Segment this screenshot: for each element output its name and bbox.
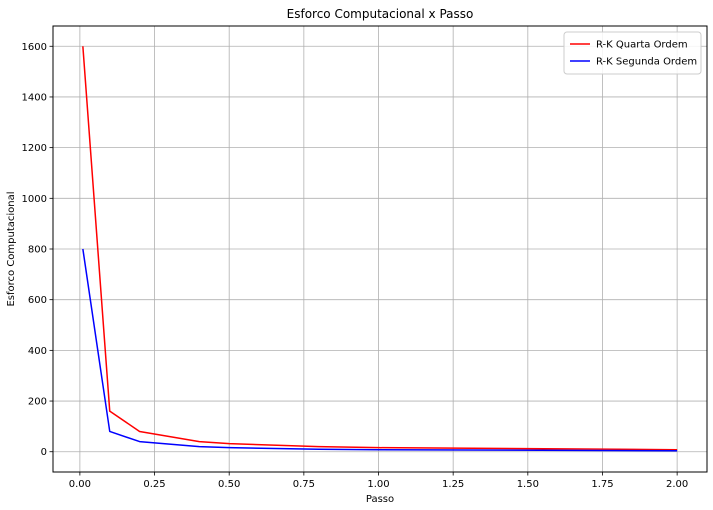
series-line-2 xyxy=(82,248,678,452)
x-tick-label: 1.50 xyxy=(517,479,539,490)
chart-title: Esforco Computacional x Passo xyxy=(287,7,474,21)
x-tick-label: 0.25 xyxy=(143,479,165,490)
y-tick-label: 1000 xyxy=(22,194,47,205)
y-tick-label: 0 xyxy=(41,447,47,458)
x-tick-label: 0.75 xyxy=(293,479,315,490)
x-tick-label: 0.50 xyxy=(218,479,240,490)
grid xyxy=(53,26,707,472)
x-tick-label: 2.00 xyxy=(666,479,688,490)
y-tick-label: 800 xyxy=(28,245,47,256)
legend-box xyxy=(563,31,702,75)
y-tick-label: 400 xyxy=(28,346,47,357)
y-axis-label: Esforco Computacional xyxy=(6,191,17,306)
x-axis-label: Passo xyxy=(366,494,394,505)
x-tick-label: 1.75 xyxy=(591,479,613,490)
y-tick-label: 600 xyxy=(28,295,47,306)
series-lines xyxy=(82,46,678,452)
legend-label: R-K Quarta Ordem xyxy=(596,40,688,51)
y-tick-label: 1200 xyxy=(22,143,47,154)
x-tick-label: 1.00 xyxy=(367,479,389,490)
series-line-1 xyxy=(82,46,678,451)
y-tick-label: 1400 xyxy=(22,92,47,103)
y-tick-label: 1600 xyxy=(22,42,47,53)
legend-label: R-K Segunda Ordem xyxy=(596,57,697,68)
x-tick-label: 1.25 xyxy=(442,479,464,490)
axis-ticks: 0.00 0.25 0.50 0.75 1.00 1.25 1.50 1.75 2.00 0 200… xyxy=(22,42,689,490)
legend: R-K Quarta Ordem R-K Segunda Ordem xyxy=(563,31,702,75)
x-tick-label: 0.00 xyxy=(69,479,91,490)
y-tick-label: 200 xyxy=(28,397,47,408)
